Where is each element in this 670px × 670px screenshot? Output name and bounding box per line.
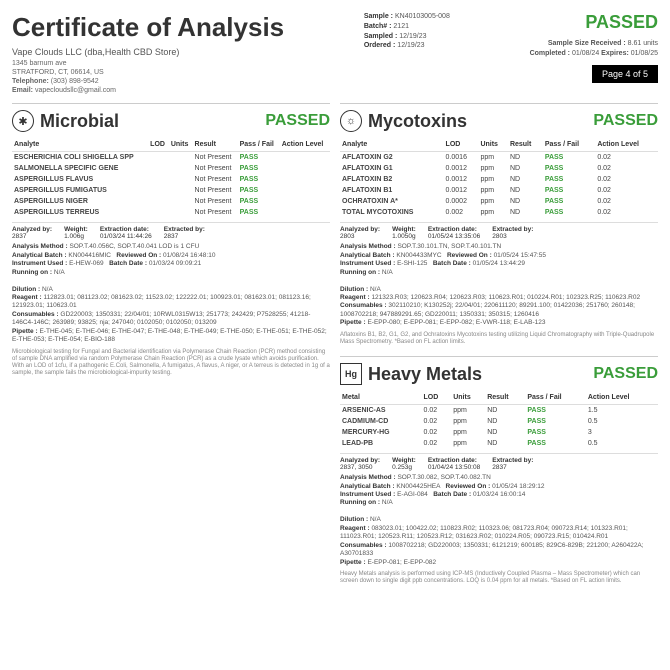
table-row: OCHRATOXIN A*0.0002ppmNDPASS0.02 — [340, 196, 658, 207]
table-row: AFLATOXIN G10.0012ppmNDPASS0.02 — [340, 163, 658, 174]
heavymetals-footer: Analyzed by:2837, 3050 Weight:0.253g Ext… — [340, 453, 658, 471]
microbial-panel: ✱ Microbial PASSED AnalyteLODUnitsResult… — [12, 103, 330, 585]
tel-line: Telephone: (303) 898-9542 — [12, 77, 284, 86]
mycotoxins-title: Mycotoxins — [368, 111, 467, 132]
table-row: TOTAL MYCOTOXINS0.002ppmNDPASS0.02 — [340, 207, 658, 218]
heavymetals-icon: Hg — [340, 363, 362, 385]
header-left: Certificate of Analysis Vape Clouds LLC … — [12, 12, 284, 95]
col-header: LOD — [444, 138, 479, 152]
mycotoxins-status: PASSED — [593, 112, 658, 130]
table-row: AFLATOXIN B10.0012ppmNDPASS0.02 — [340, 185, 658, 196]
addr-line1: 1345 barnum ave — [12, 59, 284, 68]
col-header: LOD — [422, 391, 452, 405]
table-row: AFLATOXIN G20.0016ppmNDPASS0.02 — [340, 152, 658, 164]
doc-title: Certificate of Analysis — [12, 12, 284, 43]
table-row: SALMONELLA SPECIFIC GENENot PresentPASS — [12, 163, 330, 174]
mycotoxins-meta: Analysis Method : SOP.T.30.101.TN, SOP.T… — [340, 243, 658, 327]
completion-meta: Sample Size Received : 8.61 units Comple… — [530, 39, 658, 59]
col-header: Action Level — [280, 138, 330, 152]
col-header: Pass / Fail — [525, 391, 585, 405]
table-row: CADMIUM-CD0.02ppmNDPASS0.5 — [340, 416, 658, 427]
col-header: Action Level — [586, 391, 658, 405]
heavymetals-meta: Analysis Method : SOP.T.30.082, SOP.T.40… — [340, 474, 658, 567]
col-header: Pass / Fail — [543, 138, 596, 152]
heavymetals-table: MetalLODUnitsResultPass / FailAction Lev… — [340, 391, 658, 449]
table-row: ESCHERICHIA COLI SHIGELLA SPPNot Present… — [12, 152, 330, 164]
heavymetals-status: PASSED — [593, 365, 658, 383]
col-header: Units — [478, 138, 508, 152]
microbial-header: ✱ Microbial PASSED — [12, 110, 330, 132]
header: Certificate of Analysis Vape Clouds LLC … — [12, 12, 658, 95]
mycotoxins-panel: ☼ Mycotoxins PASSED AnalyteLODUnitsResul… — [340, 103, 658, 346]
col-header: Units — [169, 138, 193, 152]
email-line: Email: vapecloudsllc@gmail.com — [12, 86, 284, 95]
page-badge: Page 4 of 5 — [592, 65, 658, 83]
microbial-footer: Analyzed by:2837 Weight:1.006g Extractio… — [12, 222, 330, 240]
mycotoxins-footer: Analyzed by:2803 Weight:1.0050g Extracti… — [340, 222, 658, 240]
col-header: Analyte — [12, 138, 148, 152]
addr-line2: STRATFORD, CT, 06614, US — [12, 68, 284, 77]
panels-grid: ✱ Microbial PASSED AnalyteLODUnitsResult… — [12, 103, 658, 585]
heavymetals-panel: Hg Heavy Metals PASSED MetalLODUnitsResu… — [340, 356, 658, 585]
table-row: ASPERGILLUS NIGERNot PresentPASS — [12, 196, 330, 207]
table-row: ARSENIC-AS0.02ppmNDPASS1.5 — [340, 405, 658, 417]
header-right: PASSED Sample Size Received : 8.61 units… — [530, 12, 658, 95]
table-row: ASPERGILLUS TERREUSNot PresentPASS — [12, 207, 330, 218]
heavymetals-title: Heavy Metals — [368, 364, 482, 385]
col-header: Action Level — [595, 138, 658, 152]
microbial-table: AnalyteLODUnitsResultPass / FailAction L… — [12, 138, 330, 218]
table-row: MERCURY-HG0.02ppmNDPASS3 — [340, 427, 658, 438]
col-header: Result — [508, 138, 543, 152]
col-header: Pass / Fail — [238, 138, 280, 152]
col-header: Result — [485, 391, 525, 405]
heavymetals-note: Heavy Metals analysis is performed using… — [340, 571, 658, 585]
mycotoxins-header: ☼ Mycotoxins PASSED — [340, 110, 658, 132]
sample-meta: Sample : KN40103005-008 Batch# : 2121 Sa… — [364, 12, 450, 95]
right-column: ☼ Mycotoxins PASSED AnalyteLODUnitsResul… — [340, 103, 658, 585]
mycotoxins-note: Aflatoxins B1, B2, G1, G2, and Ochratoxi… — [340, 332, 658, 346]
company-address: 1345 barnum ave STRATFORD, CT, 06614, US… — [12, 59, 284, 95]
microbial-status: PASSED — [265, 112, 330, 130]
microbial-meta: Analysis Method : SOP.T.40.056C, SOP.T.4… — [12, 243, 330, 344]
microbial-note: Microbiological testing for Fungal and B… — [12, 349, 330, 378]
table-row: ASPERGILLUS FLAVUSNot PresentPASS — [12, 174, 330, 185]
col-header: Units — [451, 391, 485, 405]
col-header: Result — [193, 138, 238, 152]
col-header: Metal — [340, 391, 422, 405]
table-row: LEAD-PB0.02ppmNDPASS0.5 — [340, 438, 658, 449]
microbial-title: Microbial — [40, 111, 119, 132]
microbial-icon: ✱ — [12, 110, 34, 132]
company-name: Vape Clouds LLC (dba,Health CBD Store) — [12, 47, 284, 57]
col-header: Analyte — [340, 138, 444, 152]
table-row: ASPERGILLUS FUMIGATUSNot PresentPASS — [12, 185, 330, 196]
overall-status: PASSED — [530, 12, 658, 33]
table-row: AFLATOXIN B20.0012ppmNDPASS0.02 — [340, 174, 658, 185]
heavymetals-header: Hg Heavy Metals PASSED — [340, 363, 658, 385]
mycotoxins-table: AnalyteLODUnitsResultPass / FailAction L… — [340, 138, 658, 218]
col-header: LOD — [148, 138, 169, 152]
mycotoxins-icon: ☼ — [340, 110, 362, 132]
